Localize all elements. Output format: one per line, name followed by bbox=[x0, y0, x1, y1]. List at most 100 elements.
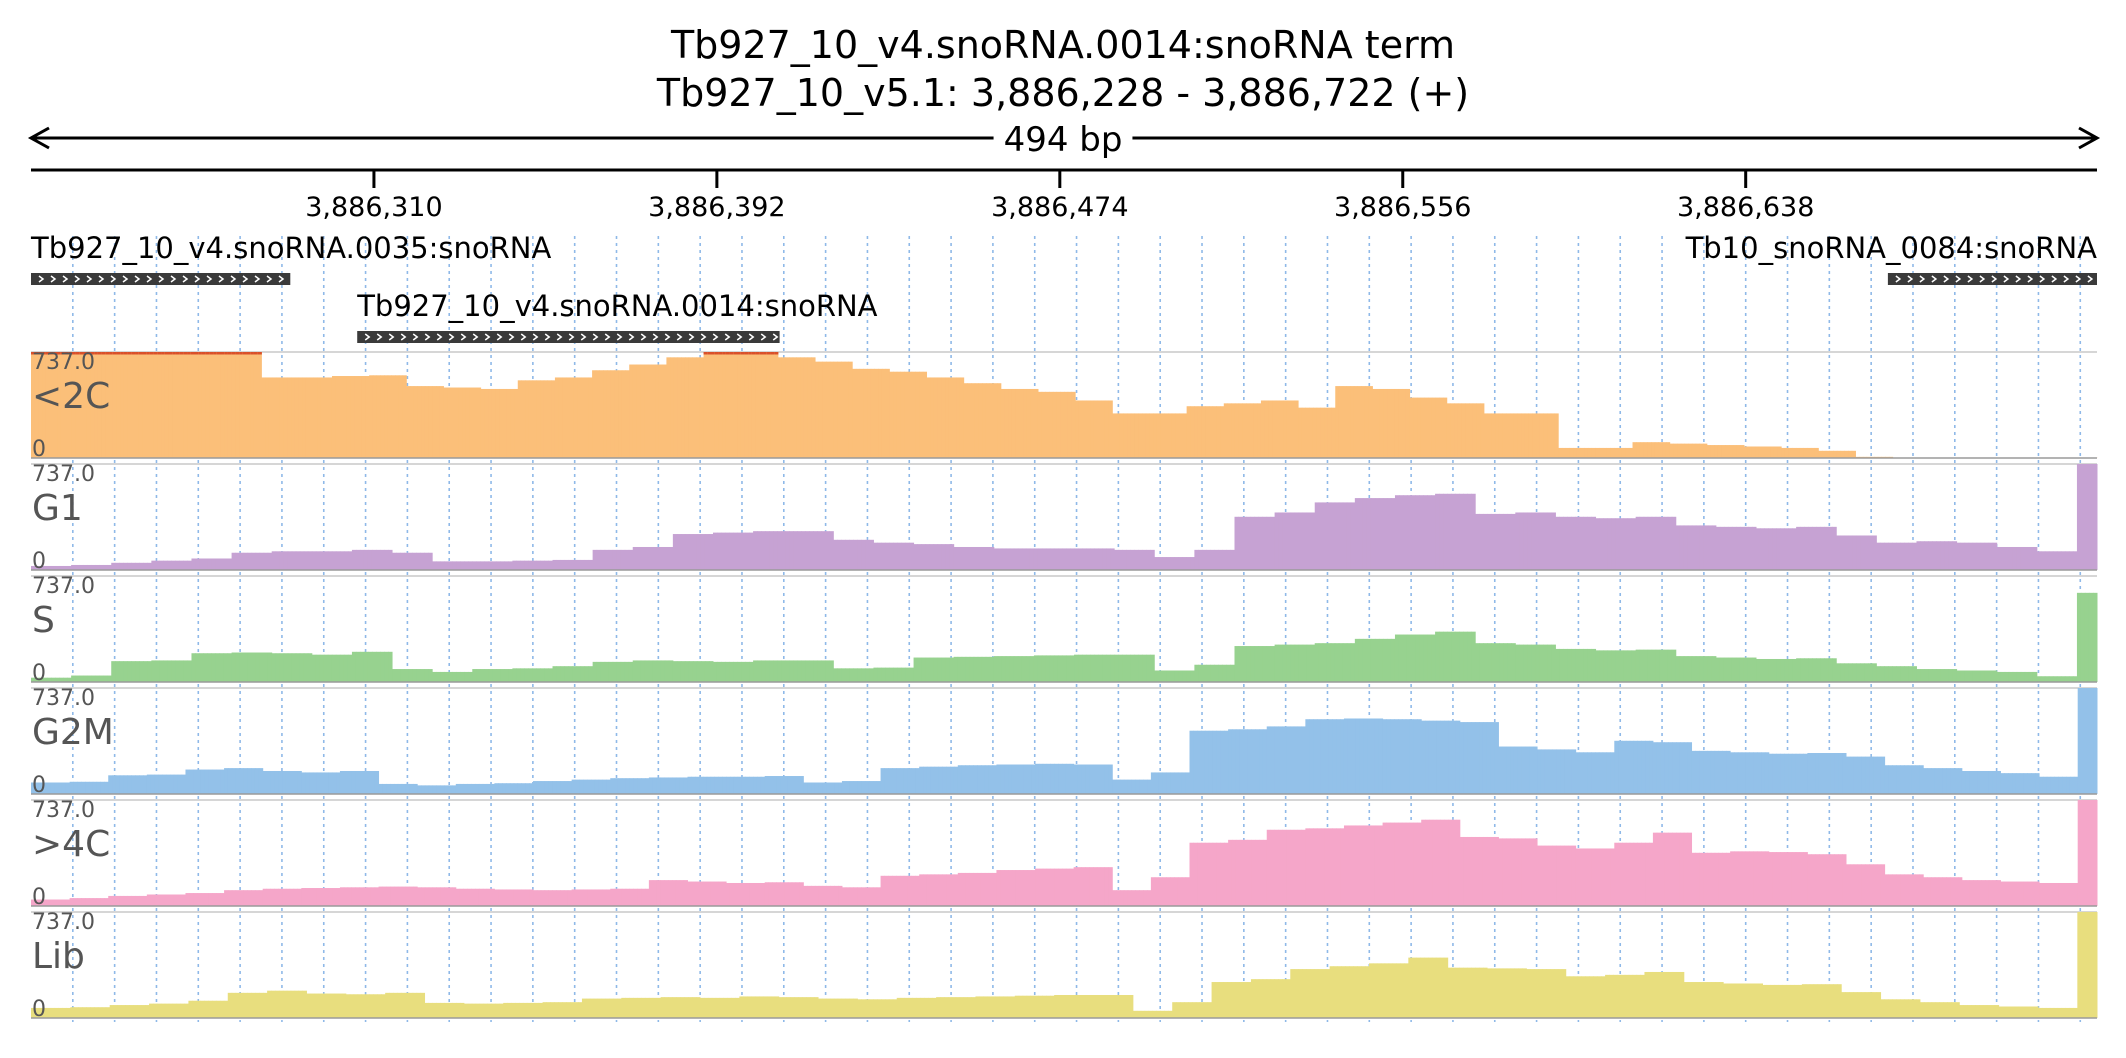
coverage-bar bbox=[1412, 957, 1417, 1018]
coverage-bar bbox=[695, 776, 700, 794]
coverage-bar bbox=[1960, 542, 1966, 570]
coverage-bar bbox=[1907, 765, 1913, 794]
coverage-bar bbox=[651, 364, 656, 458]
coverage-bar bbox=[366, 770, 372, 794]
y-min-label: 0 bbox=[32, 661, 46, 686]
coverage-bar bbox=[224, 352, 229, 458]
coverage-bar bbox=[798, 997, 803, 1018]
coverage-bar bbox=[390, 886, 395, 906]
coverage-bar bbox=[1260, 400, 1266, 458]
coverage-bar bbox=[1888, 765, 1893, 794]
coverage-bar bbox=[1487, 413, 1492, 458]
coverage-bar bbox=[2024, 546, 2030, 570]
coverage-bar bbox=[781, 660, 786, 682]
coverage-bar bbox=[175, 660, 180, 682]
coverage-bar bbox=[452, 1002, 457, 1018]
coverage-bar bbox=[1826, 854, 1832, 906]
coverage-bar bbox=[1632, 974, 1638, 1018]
coverage-bar bbox=[766, 352, 771, 458]
coverage-bar bbox=[803, 357, 809, 458]
coverage-bar bbox=[1967, 1005, 1972, 1018]
coverage-bar bbox=[1440, 720, 1445, 794]
coverage-bar bbox=[1401, 822, 1407, 906]
coverage-bar bbox=[917, 544, 923, 570]
coverage-bar bbox=[208, 893, 213, 906]
coverage-bar bbox=[1548, 749, 1554, 794]
coverage-bar bbox=[1643, 516, 1649, 570]
coverage-bar bbox=[1826, 753, 1832, 794]
coverage-bar bbox=[459, 783, 465, 794]
coverage-bar bbox=[805, 531, 810, 570]
coverage-bar bbox=[1619, 518, 1625, 570]
coverage-bar bbox=[35, 677, 40, 682]
coverage-bar bbox=[721, 661, 726, 682]
coverage-bar bbox=[1033, 655, 1039, 682]
coverage-bar bbox=[1860, 535, 1865, 570]
coverage-bar bbox=[1703, 525, 1709, 570]
coverage-bar bbox=[1757, 752, 1762, 794]
coverage-bar bbox=[1622, 842, 1627, 906]
coverage-bar bbox=[1844, 663, 1849, 682]
coverage-bar bbox=[1092, 764, 1098, 794]
coverage-bar bbox=[814, 782, 820, 794]
coverage-bar bbox=[1123, 779, 1129, 794]
coverage-bar bbox=[1176, 1002, 1181, 1018]
coverage-bar bbox=[1996, 880, 2001, 906]
coverage-bar bbox=[617, 778, 623, 794]
strand-arrow-icon bbox=[2015, 275, 2022, 283]
coverage-bar bbox=[1374, 638, 1380, 682]
coverage-bar bbox=[1583, 752, 1588, 794]
coverage-bar bbox=[412, 992, 418, 1018]
coverage-bar bbox=[716, 661, 722, 682]
coverage-bar bbox=[370, 770, 376, 794]
locus-label: Tb927_10_v5.1: 3,886,228 - 3,886,722 (+) bbox=[656, 71, 1469, 115]
coverage-bar bbox=[1780, 753, 1785, 794]
coverage-bar bbox=[482, 783, 488, 794]
coverage-bar bbox=[471, 888, 476, 906]
coverage-bar bbox=[279, 377, 285, 458]
coverage-bar bbox=[257, 352, 262, 458]
coverage-bar bbox=[632, 660, 638, 682]
coverage-bar bbox=[428, 386, 433, 458]
coverage-bar bbox=[168, 1003, 174, 1018]
strand-arrow-icon bbox=[724, 333, 731, 341]
coverage-bar bbox=[1884, 874, 1889, 906]
coverage-bar bbox=[204, 893, 210, 906]
coverage-bar bbox=[436, 386, 441, 458]
coverage-bar bbox=[1619, 650, 1625, 682]
coverage-bar bbox=[1382, 498, 1388, 570]
coverage-bar bbox=[926, 377, 931, 458]
coverage-bar bbox=[1853, 756, 1859, 794]
coverage-bar bbox=[347, 551, 353, 570]
coverage-bar bbox=[722, 881, 727, 906]
strand-arrow-icon bbox=[266, 275, 273, 283]
coverage-bar bbox=[1171, 413, 1176, 458]
coverage-bar bbox=[1936, 541, 1942, 570]
coverage-bar bbox=[424, 887, 430, 906]
coverage-bar bbox=[472, 669, 477, 682]
coverage-bar bbox=[1567, 516, 1572, 570]
coverage-bar bbox=[1679, 742, 1685, 794]
coverage-bar bbox=[896, 875, 901, 906]
coverage-bar bbox=[672, 777, 677, 794]
coverage-bar bbox=[548, 668, 554, 682]
coverage-bar bbox=[1564, 749, 1569, 794]
coverage-bar bbox=[772, 776, 777, 794]
coverage-bar bbox=[1952, 541, 1958, 570]
coverage-bar bbox=[1447, 967, 1453, 1018]
coverage-bar bbox=[1635, 516, 1641, 570]
coverage-bar bbox=[1258, 646, 1264, 682]
coverage-bar bbox=[1451, 493, 1456, 570]
coverage-bar bbox=[1181, 772, 1187, 794]
coverage-bar bbox=[920, 997, 925, 1018]
coverage-bar bbox=[1398, 822, 1403, 906]
coverage-bar bbox=[2032, 671, 2038, 682]
coverage-bar bbox=[1398, 388, 1403, 458]
coverage-bar bbox=[2020, 546, 2026, 570]
coverage-bar bbox=[1990, 1005, 1996, 1018]
coverage-bar bbox=[985, 546, 991, 570]
coverage-bar bbox=[1647, 516, 1653, 570]
coverage-bar bbox=[900, 371, 905, 458]
coverage-bar bbox=[872, 781, 878, 794]
clip-marker bbox=[250, 352, 255, 355]
